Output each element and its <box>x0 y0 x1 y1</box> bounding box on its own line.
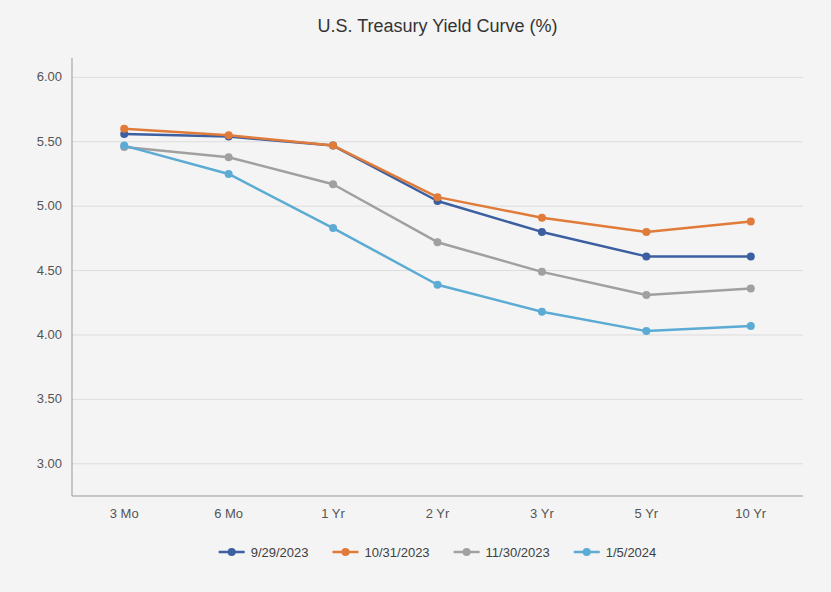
series <box>120 125 755 236</box>
series-line <box>124 134 751 256</box>
chart-container: U.S. Treasury Yield Curve (%) 3.00 3.50 4.0… <box>0 0 831 592</box>
point <box>642 252 650 260</box>
point <box>747 252 755 260</box>
series <box>120 143 755 299</box>
y-tick-label: 6.00 <box>37 69 62 84</box>
x-tick-label: 3 Yr <box>530 506 554 521</box>
point <box>329 142 337 150</box>
x-tick-label: 6 Mo <box>214 506 243 521</box>
point <box>538 228 546 236</box>
grid <box>72 77 803 463</box>
legend-marker <box>228 548 236 556</box>
point <box>642 291 650 299</box>
point <box>434 238 442 246</box>
legend-marker <box>583 548 591 556</box>
chart: U.S. Treasury Yield Curve (%) 3.00 3.50 4.0… <box>0 0 831 592</box>
point <box>434 193 442 201</box>
legend: 9/29/2023 10/31/2023 11/30/2023 1/5/2024 <box>219 545 657 560</box>
point <box>225 153 233 161</box>
y-tick-label: 3.50 <box>37 391 62 406</box>
x-tick-label: 5 Yr <box>635 506 659 521</box>
legend-item: 10/31/2023 <box>333 545 430 560</box>
grid-line <box>72 334 803 335</box>
y-tick-label: 5.00 <box>37 198 62 213</box>
x-tick-label: 1 Yr <box>321 506 345 521</box>
series-line <box>124 129 751 232</box>
title: U.S. Treasury Yield Curve (%) <box>317 16 557 36</box>
series-line <box>124 146 751 332</box>
grid-line <box>72 463 803 464</box>
point <box>747 218 755 226</box>
series-line <box>124 147 751 295</box>
legend-label: 11/30/2023 <box>486 545 550 560</box>
y-axis-line <box>72 58 73 496</box>
legend-item: 11/30/2023 <box>454 545 550 560</box>
legend-marker <box>463 548 471 556</box>
plot-area <box>120 125 755 335</box>
point <box>747 322 755 330</box>
point <box>225 170 233 178</box>
background <box>0 0 831 592</box>
point <box>329 142 337 150</box>
point <box>538 308 546 316</box>
grid-line <box>72 270 803 271</box>
grid-line <box>72 141 803 142</box>
point <box>538 268 546 276</box>
point <box>225 131 233 139</box>
grid-line <box>72 77 803 78</box>
legend-label: 1/5/2024 <box>606 545 657 560</box>
x-tick-label: 3 Mo <box>110 506 139 521</box>
series <box>120 142 755 336</box>
y-tick-label: 3.00 <box>37 456 62 471</box>
legend-label: 10/31/2023 <box>365 545 430 560</box>
legend-item: 1/5/2024 <box>574 545 657 560</box>
series <box>120 130 755 260</box>
point <box>329 180 337 188</box>
point <box>329 224 337 232</box>
x-tick-label: 10 Yr <box>735 506 767 521</box>
point <box>538 214 546 222</box>
x-tick-label: 2 Yr <box>426 506 450 521</box>
legend-label: 9/29/2023 <box>251 545 309 560</box>
point <box>434 281 442 289</box>
point <box>747 285 755 293</box>
grid-line <box>72 206 803 207</box>
point <box>120 125 128 133</box>
legend-item: 9/29/2023 <box>219 545 309 560</box>
x-axis-line <box>72 496 803 497</box>
point <box>642 228 650 236</box>
y-tick-label: 4.50 <box>37 263 62 278</box>
grid-line <box>72 399 803 400</box>
y-tick-label: 4.00 <box>37 327 62 342</box>
legend-marker <box>342 548 350 556</box>
y-tick-label: 5.50 <box>37 134 62 149</box>
point <box>642 327 650 335</box>
point <box>120 142 128 150</box>
